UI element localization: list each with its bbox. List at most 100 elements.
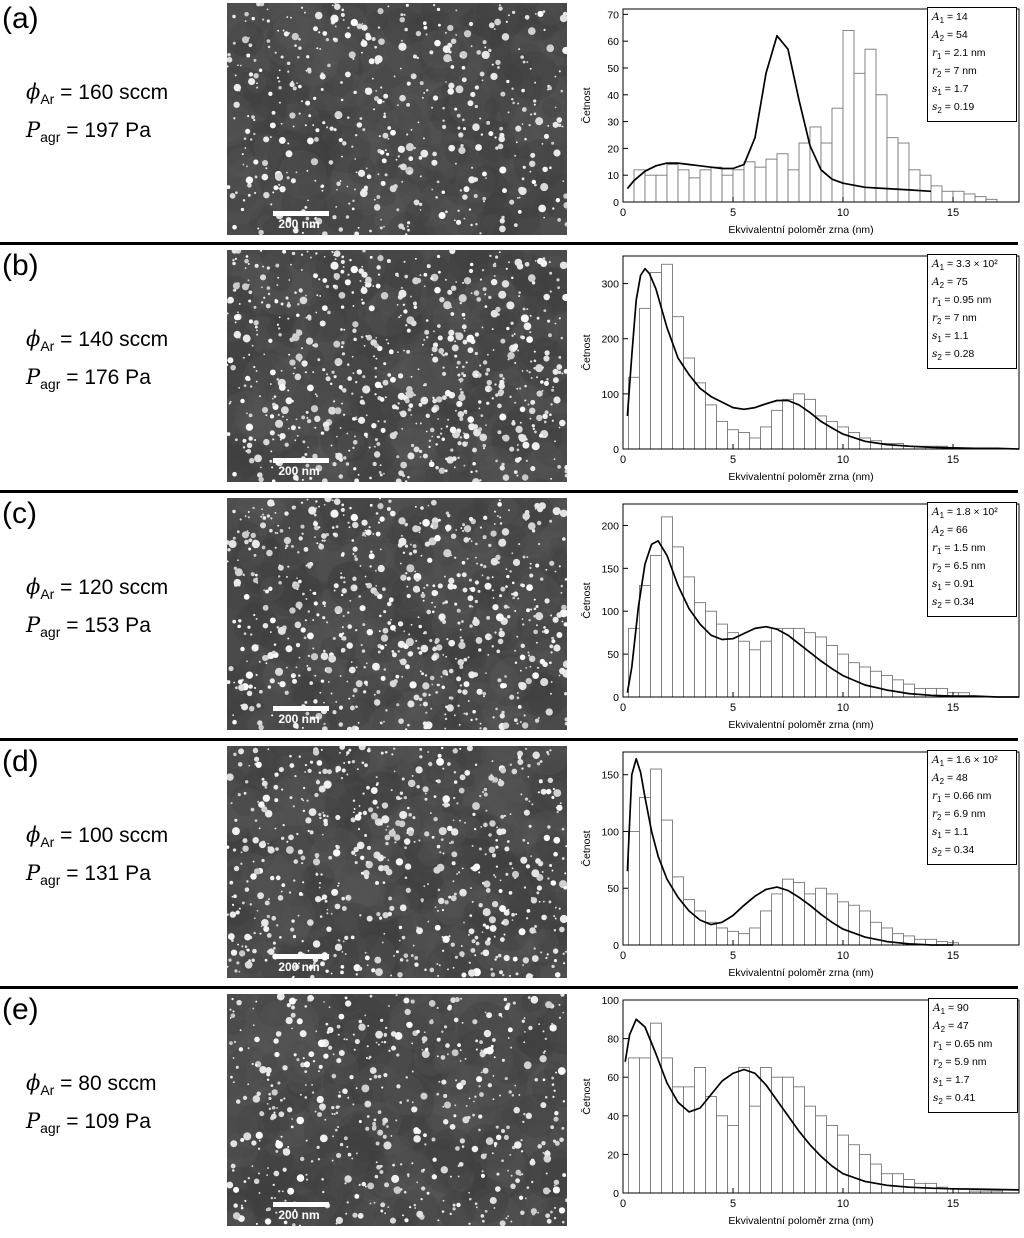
fit-parameter: s2 = 0.34 — [932, 595, 1012, 613]
param-equals: = — [942, 844, 954, 856]
equals: = — [60, 1110, 84, 1133]
x-axis-label: Ekvivalentní poloměr zrna (nm) — [728, 1215, 873, 1227]
flow-subscript: Ar — [40, 338, 54, 354]
flow-condition: ϕAr = 80 sccm — [26, 1071, 156, 1098]
param-symbol: A — [933, 1020, 941, 1032]
param-value: 2.1 nm — [953, 47, 985, 59]
param-value: 0.34 — [954, 844, 974, 856]
y-tick-label: 30 — [607, 117, 619, 129]
y-tick-label: 50 — [607, 883, 619, 895]
histogram-bar — [656, 175, 667, 202]
pressure-condition: Pagr = 153 Pa — [26, 613, 151, 640]
fit-parameter: A2 = 75 — [932, 275, 1012, 293]
y-axis-label: Četnost — [580, 87, 593, 123]
flow-subscript: Ar — [40, 834, 54, 850]
histogram-bar — [640, 308, 651, 449]
y-tick-label: 80 — [607, 1034, 619, 1046]
x-axis-label: Ekvivalentní poloměr zrna (nm) — [728, 967, 873, 979]
histogram-bar — [684, 358, 695, 449]
panel-label: (b) — [2, 251, 39, 281]
flow-value: 80 sccm — [78, 1072, 156, 1095]
fit-parameter: r2 = 6.9 nm — [932, 807, 1012, 825]
y-tick-label: 50 — [607, 63, 619, 75]
param-value: 66 — [956, 524, 968, 536]
histogram-bar — [739, 641, 750, 697]
histogram-bar — [706, 405, 717, 449]
fit-parameter: A1 = 1.8 × 10² — [932, 505, 1012, 523]
sem-micrograph — [227, 994, 567, 1226]
histogram-bar — [931, 186, 942, 202]
sem-micrograph — [227, 250, 567, 482]
histogram-bar — [629, 1058, 640, 1193]
histogram-bar — [755, 167, 766, 202]
histogram-bar — [871, 671, 882, 697]
pressure-symbol: P — [26, 118, 40, 142]
flow-value: 160 sccm — [78, 81, 168, 104]
flow-subscript: Ar — [40, 586, 54, 602]
x-tick-label: 0 — [620, 950, 626, 962]
equals: = — [54, 328, 78, 351]
panel-label: (e) — [2, 995, 39, 1025]
param-value: 0.95 nm — [953, 294, 991, 306]
param-equals: = — [942, 101, 954, 113]
flow-symbol: ϕ — [26, 327, 40, 351]
histogram-bar — [821, 143, 832, 202]
histogram-bar — [761, 911, 772, 945]
pressure-condition: Pagr = 176 Pa — [26, 365, 151, 392]
histogram-bar — [871, 1164, 882, 1193]
histogram-bar — [761, 427, 772, 449]
x-tick-label: 15 — [947, 950, 959, 962]
histogram-bar — [849, 905, 860, 945]
param-value: 90 — [957, 1002, 969, 1014]
param-symbol: A — [932, 29, 940, 41]
flow-condition: ϕAr = 140 sccm — [26, 327, 168, 354]
x-tick-label: 15 — [947, 1198, 959, 1210]
flow-condition: ϕAr = 160 sccm — [26, 80, 168, 107]
fit-parameter: A1 = 90 — [933, 1001, 1013, 1019]
fit-parameter: A1 = 3.3 × 10² — [932, 257, 1012, 275]
histogram-bar — [887, 138, 898, 202]
histogram-bar — [673, 877, 684, 945]
pressure-value: 109 Pa — [84, 1110, 151, 1133]
histogram-bar — [717, 1116, 728, 1193]
pressure-subscript: agr — [40, 129, 60, 145]
histogram-bar — [882, 676, 893, 697]
histogram-bar — [651, 1023, 662, 1193]
y-tick-label: 150 — [601, 563, 619, 575]
histogram-bar — [871, 922, 882, 945]
param-value: 75 — [956, 276, 968, 288]
pressure-symbol: P — [26, 613, 40, 637]
param-value: 1.5 nm — [953, 542, 985, 554]
histogram-bar — [645, 175, 656, 202]
fit-parameter: s1 = 1.1 — [932, 825, 1012, 843]
x-tick-label: 0 — [620, 207, 626, 219]
histogram-bar — [684, 577, 695, 697]
x-tick-label: 10 — [837, 454, 849, 466]
histogram-bar — [772, 410, 783, 449]
param-equals: = — [942, 348, 954, 360]
pressure-value: 131 Pa — [84, 862, 151, 885]
param-symbol: A — [932, 754, 940, 766]
histogram-bar — [766, 159, 777, 202]
scale-bar — [273, 1202, 329, 1207]
histogram-bar — [634, 170, 645, 202]
y-tick-label: 300 — [601, 279, 619, 291]
param-equals: = — [941, 65, 953, 77]
flow-subscript: Ar — [40, 91, 54, 107]
histogram-bar — [816, 1116, 827, 1193]
histogram-bar — [772, 894, 783, 945]
y-tick-label: 0 — [613, 444, 619, 456]
param-value: 1.7 — [955, 1074, 970, 1086]
y-axis-label: Četnost — [580, 830, 593, 866]
x-tick-label: 5 — [730, 950, 736, 962]
histogram-bar — [662, 517, 673, 697]
param-equals: = — [944, 276, 956, 288]
param-value: 3.3 × 10² — [956, 258, 998, 270]
histogram-bar — [717, 928, 728, 945]
histogram-bar — [662, 1058, 673, 1193]
param-value: 0.91 — [954, 578, 974, 590]
scale-bar — [273, 211, 329, 216]
